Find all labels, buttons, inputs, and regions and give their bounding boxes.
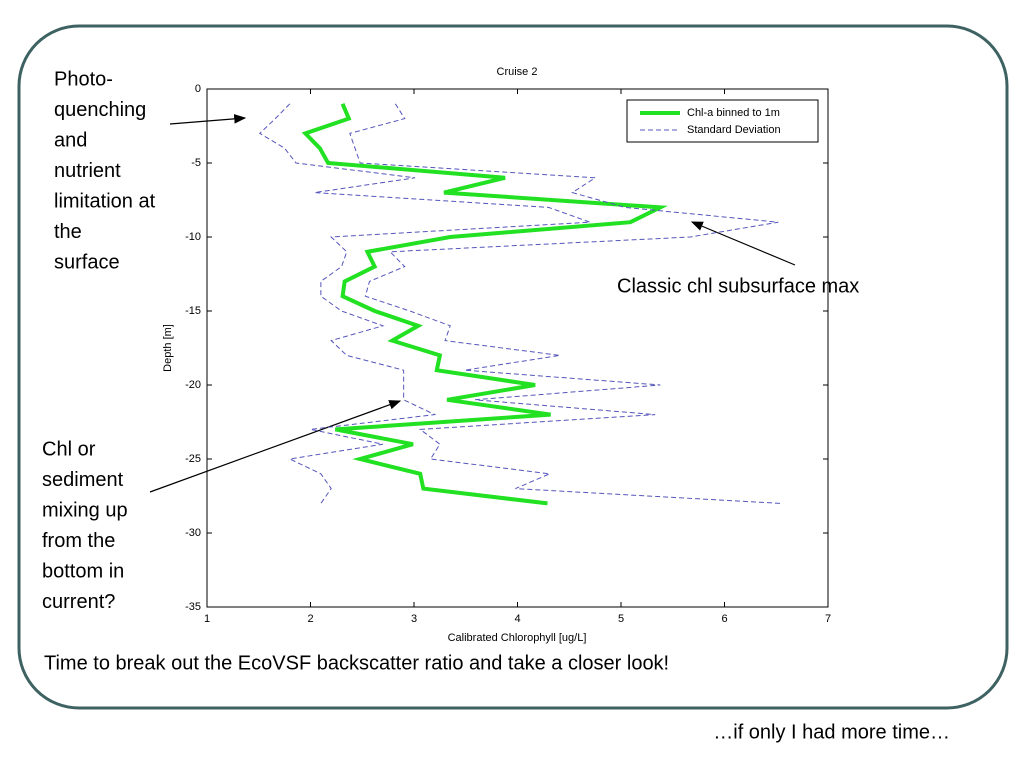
- y-tick-label: -25: [185, 453, 201, 465]
- annotation: nutrient: [54, 160, 121, 182]
- footer: Time to break out the EcoVSF backscatter…: [44, 652, 669, 674]
- annotation: Chl or: [42, 438, 96, 460]
- data-line: [349, 103, 781, 504]
- arrow: [169, 114, 247, 125]
- annotation: Classic chl subsurface max: [617, 275, 859, 297]
- annotation: current?: [42, 591, 115, 613]
- y-tick-label: 0: [195, 83, 201, 95]
- annotation: bottom in: [42, 560, 124, 582]
- data-line: [258, 103, 591, 504]
- slide-frame: [17, 24, 1009, 710]
- y-tick-label: -10: [185, 231, 201, 243]
- x-tick-label: 4: [514, 613, 520, 625]
- chart-title: Cruise 2: [497, 66, 538, 78]
- note: …if only I had more time…: [713, 721, 950, 743]
- plot-area: [206, 88, 829, 608]
- annotation: the: [54, 221, 82, 243]
- legend-label: Standard Deviation: [687, 124, 781, 136]
- y-axis-label: Depth [m]: [162, 324, 174, 372]
- annotation: Photo-: [54, 68, 113, 90]
- y-tick-label: -20: [185, 379, 201, 391]
- annotation: and: [54, 129, 87, 151]
- arrow: [149, 400, 402, 493]
- y-tick-label: -30: [185, 527, 201, 539]
- x-tick-label: 3: [411, 613, 417, 625]
- x-tick-label: 6: [721, 613, 727, 625]
- legend-label: Chl-a binned to 1m: [687, 107, 780, 119]
- x-axis-label: Calibrated Chlorophyll [ug/L]: [448, 632, 587, 644]
- annotation: surface: [54, 251, 120, 273]
- x-tick-label: 5: [618, 613, 624, 625]
- annotation: sediment: [42, 469, 124, 491]
- y-tick-label: -15: [185, 305, 201, 317]
- x-tick-label: 1: [204, 613, 210, 625]
- annotation: mixing up: [42, 499, 128, 521]
- annotation: limitation at: [54, 190, 156, 212]
- arrow: [690, 221, 796, 266]
- annotation: quenching: [54, 99, 146, 121]
- y-tick-label: -35: [185, 601, 201, 613]
- x-tick-label: 2: [307, 613, 313, 625]
- data-line: [301, 103, 668, 506]
- legend: [626, 99, 819, 143]
- annotation: from the: [42, 530, 115, 552]
- y-tick-label: -5: [191, 157, 201, 169]
- x-tick-label: 7: [825, 613, 831, 625]
